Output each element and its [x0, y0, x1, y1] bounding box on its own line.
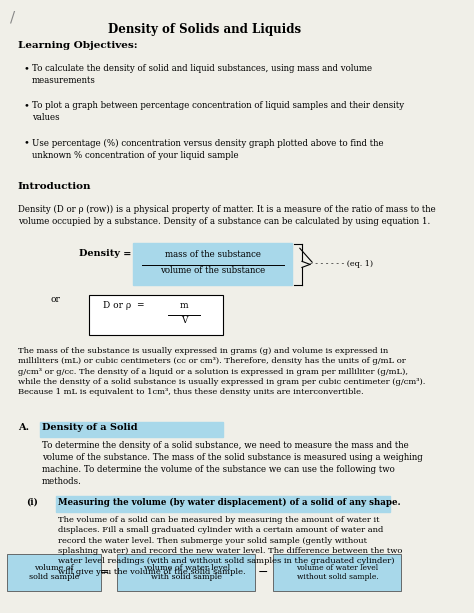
Text: To determine the density of a solid substance, we need to measure the mass and t: To determine the density of a solid subs… — [42, 441, 423, 485]
FancyBboxPatch shape — [56, 496, 390, 511]
Text: =: = — [100, 568, 109, 577]
Text: Density of Solids and Liquids: Density of Solids and Liquids — [108, 23, 301, 36]
Text: To calculate the density of solid and liquid substances, using mass and volume
m: To calculate the density of solid and li… — [32, 64, 372, 85]
FancyBboxPatch shape — [89, 295, 223, 335]
Text: Density of a Solid: Density of a Solid — [42, 423, 137, 432]
Text: Introduction: Introduction — [18, 182, 91, 191]
Text: Measuring the volume (by water displacement) of a solid of any shape.: Measuring the volume (by water displacem… — [58, 498, 401, 506]
Text: - - - - - - - (eq. 1): - - - - - - - (eq. 1) — [310, 261, 373, 268]
Text: •: • — [24, 64, 29, 73]
Text: Density =: Density = — [79, 249, 131, 258]
Text: mass of the substance: mass of the substance — [164, 250, 261, 259]
Text: volume of water level
with solid sample: volume of water level with solid sample — [143, 564, 230, 582]
Text: •: • — [24, 102, 29, 110]
Text: /: / — [9, 10, 15, 25]
Text: Use percentage (%) concentration versus density graph plotted above to find the
: Use percentage (%) concentration versus … — [32, 139, 383, 159]
Text: volume of the substance: volume of the substance — [160, 266, 265, 275]
Text: (i): (i) — [26, 498, 37, 506]
Text: −: − — [258, 566, 269, 579]
Text: V: V — [181, 316, 187, 326]
Text: D or ρ  =: D or ρ = — [103, 301, 145, 310]
Text: Learning Objectives:: Learning Objectives: — [18, 41, 137, 50]
Text: To plot a graph between percentage concentration of liquid samples and their den: To plot a graph between percentage conce… — [32, 102, 404, 122]
FancyBboxPatch shape — [273, 554, 401, 592]
Text: m: m — [180, 301, 189, 310]
FancyBboxPatch shape — [117, 554, 255, 592]
Text: volume of water level
without solid sample.: volume of water level without solid samp… — [296, 564, 379, 582]
FancyBboxPatch shape — [39, 422, 223, 437]
FancyBboxPatch shape — [133, 243, 292, 284]
Text: A.: A. — [18, 423, 28, 432]
Text: •: • — [24, 139, 29, 148]
Text: The mass of the substance is usually expressed in grams (g) and volume is expres: The mass of the substance is usually exp… — [18, 347, 425, 397]
Text: The volume of a solid can be measured by measuring the amount of water it
displa: The volume of a solid can be measured by… — [58, 516, 402, 576]
FancyBboxPatch shape — [8, 554, 101, 592]
Text: volume of
solid sample: volume of solid sample — [29, 564, 80, 582]
Text: or: or — [50, 295, 60, 304]
Text: Density (D or ρ (row)) is a physical property of matter. It is a measure of the : Density (D or ρ (row)) is a physical pro… — [18, 205, 436, 226]
